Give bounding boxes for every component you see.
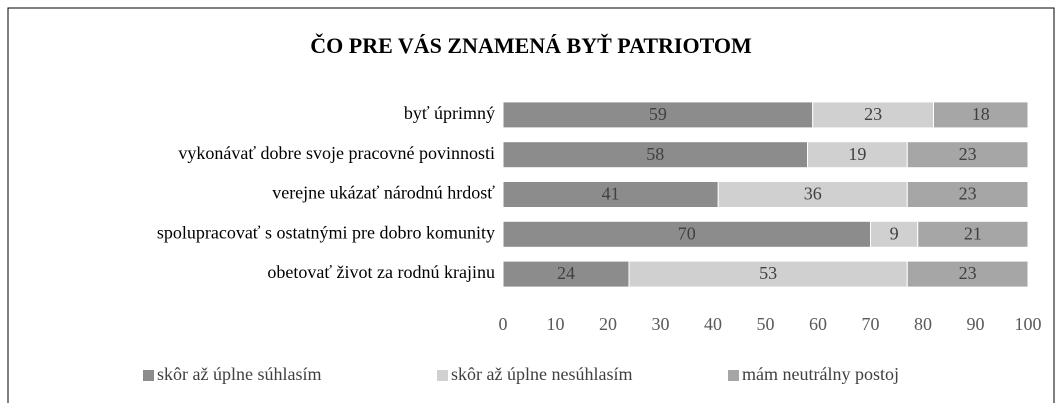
x-tick-label: 0 [499,314,508,334]
x-tick-label: 100 [1015,314,1042,334]
x-tick-label: 60 [809,314,827,334]
legend-swatch [437,370,448,381]
data-label: 9 [890,223,899,243]
bar-segment [933,101,1029,129]
data-label: 70 [678,223,696,243]
data-label: 24 [557,263,575,283]
y-tick-label: byť úprimný [404,103,495,123]
data-label: 18 [972,104,990,124]
y-tick-label: spolupracovať s ostatnými pre dobro komu… [157,222,495,242]
x-tick-label: 90 [967,314,985,334]
legend-label: mám neutrálny postoj [742,364,899,384]
x-tick-label: 10 [547,314,565,334]
data-label: 58 [646,144,664,164]
data-label: 23 [959,263,977,283]
data-label: 36 [804,184,822,204]
chart-border [7,7,1055,403]
bar-segment [906,260,1029,288]
legend-label: skôr až úplne nesúhlasím [451,364,632,384]
bar-segment [628,260,908,288]
legend-swatch [143,370,154,381]
bar-segment [906,141,1029,169]
x-tick-label: 30 [652,314,670,334]
chart-title: ČO PRE VÁS ZNAMENÁ BYŤ PATRIOTOM [310,33,752,58]
x-tick-label: 40 [704,314,722,334]
x-tick-label: 20 [599,314,617,334]
data-label: 41 [602,184,620,204]
bar-segment [502,220,871,248]
data-label: 59 [649,104,667,124]
x-tick-label: 70 [862,314,880,334]
x-tick-label: 50 [757,314,775,334]
y-tick-label: obetovať život za rodnú krajinu [267,262,495,282]
bar-segment [502,260,630,288]
y-tick-label: verejne ukázať národnú hrdosť [272,183,495,203]
x-tick-label: 80 [914,314,932,334]
data-label: 53 [759,263,777,283]
data-label: 19 [848,144,866,164]
bar-segment [906,181,1029,208]
data-label: 23 [959,184,977,204]
legend-label: skôr až úplne súhlasím [157,364,321,384]
data-label: 23 [959,144,977,164]
legend-swatch [728,370,739,381]
y-tick-label: vykonávať dobre svoje pracovné povinnost… [178,143,495,163]
bar-segment [870,220,919,248]
data-label: 21 [964,223,982,243]
bar-segment [812,101,934,129]
bar-segment [917,220,1029,248]
data-label: 23 [864,104,882,124]
